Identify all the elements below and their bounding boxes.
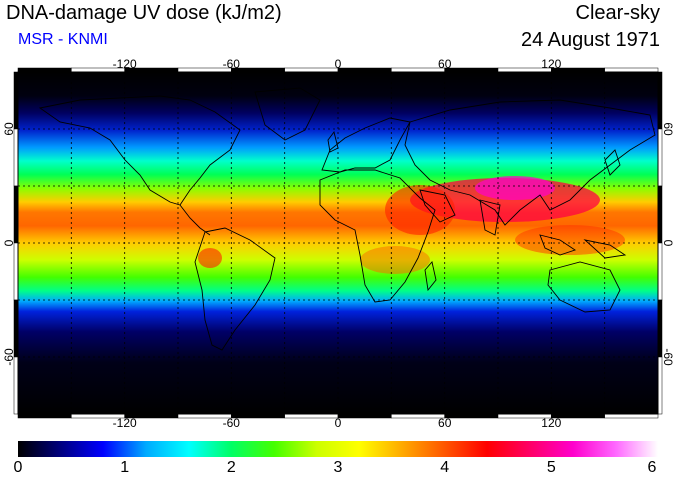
lat-label-right: 60 <box>661 122 675 136</box>
frame-segment <box>604 413 659 419</box>
sky-condition-label: Clear-sky <box>575 2 660 24</box>
frame-segment <box>444 413 499 419</box>
lon-label-top: 60 <box>438 57 452 71</box>
frame-segment <box>657 185 663 244</box>
colorbar-tick-label: 2 <box>226 459 236 476</box>
frame-segment <box>13 185 19 244</box>
colorbar-tick-label: 5 <box>546 459 556 476</box>
credit-label: MSR - KNMI <box>18 31 108 48</box>
lat-label-left: -60 <box>2 348 16 366</box>
lon-label-bottom: 60 <box>438 416 452 430</box>
colorbar-tick-label: 6 <box>647 459 657 476</box>
frame-segment <box>657 128 663 187</box>
frame-segment <box>17 413 72 419</box>
frame-segment <box>17 67 72 73</box>
lon-label-top: 0 <box>335 57 342 71</box>
colorbar-tick-label: 3 <box>333 459 343 476</box>
frame-segment <box>284 413 339 419</box>
coastlines <box>38 87 656 351</box>
uv-hotspots <box>198 176 625 274</box>
date-label: 24 August 1971 <box>520 29 660 51</box>
lat-label-left: 0 <box>2 239 16 246</box>
map-frame <box>13 67 663 419</box>
graticule <box>18 72 658 414</box>
lon-labels: -120 -60 0 60 120 -120 -60 0 60 120 <box>113 57 562 430</box>
frame-segment <box>337 413 392 419</box>
lon-label-bottom: 0 <box>335 416 342 430</box>
lat-label-right: -60 <box>661 348 675 366</box>
frame-segment <box>604 67 659 73</box>
lat-label-left: 60 <box>2 122 16 136</box>
lon-label-top: 120 <box>541 57 561 71</box>
frame-segment <box>337 67 392 73</box>
lon-label-bottom: 120 <box>541 416 561 430</box>
frame-segment <box>657 242 663 301</box>
map-border <box>17 71 659 415</box>
colorbar-tick-label: 4 <box>440 459 450 476</box>
frame-segment <box>391 67 445 73</box>
lon-label-top: -60 <box>223 57 241 71</box>
colorbar-tick-label: 1 <box>120 459 130 476</box>
colorbar <box>18 441 658 457</box>
frame-segment <box>13 128 19 187</box>
lon-label-bottom: -120 <box>113 416 137 430</box>
colorbar-tick-label: 0 <box>13 459 23 476</box>
lon-label-bottom: -60 <box>223 416 241 430</box>
frame-segment <box>13 242 19 301</box>
lon-label-top: -120 <box>113 57 137 71</box>
map-title: DNA-damage UV dose (kJ/m2) <box>6 2 282 24</box>
lat-labels: 60 0 -60 60 0 -60 <box>2 122 675 366</box>
lat-label-right: 0 <box>661 240 675 247</box>
frame-segment <box>657 71 663 130</box>
frame-segment <box>284 67 339 73</box>
frame-segment <box>391 413 445 419</box>
frame-segment <box>13 71 19 130</box>
frame-segment <box>444 67 499 73</box>
